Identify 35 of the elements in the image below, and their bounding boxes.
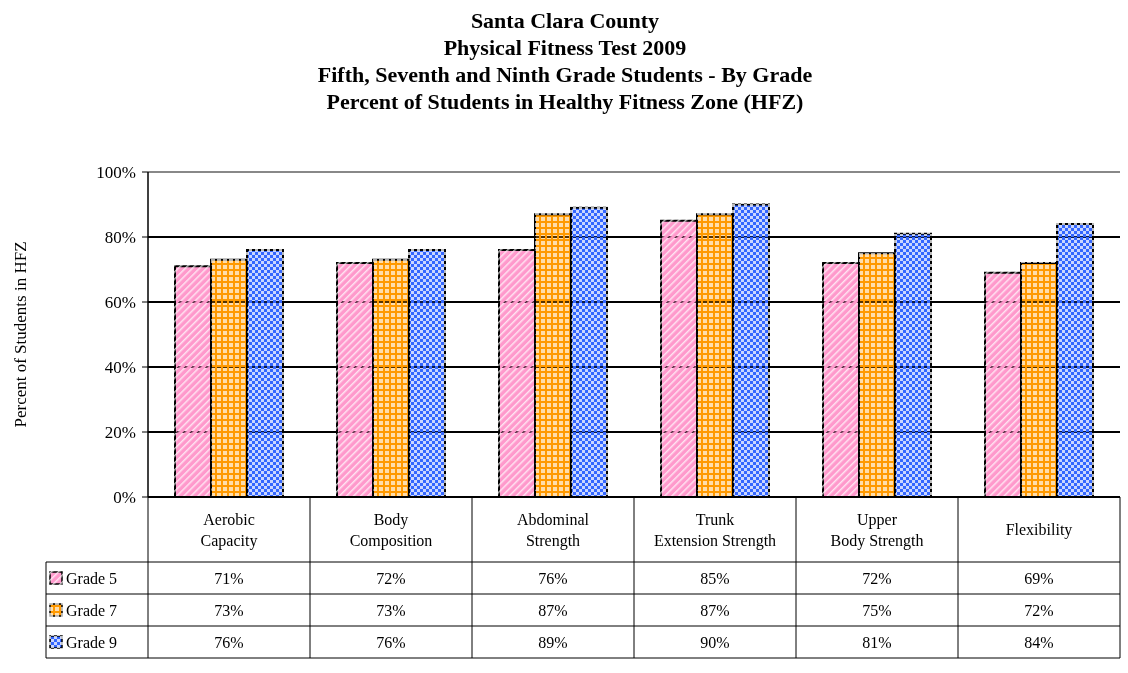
- data-label: 90%: [700, 633, 730, 651]
- data-label: 76%: [376, 633, 406, 651]
- x-tick-label: Upper Body Strength: [830, 510, 924, 550]
- data-label: 81%: [862, 633, 892, 651]
- data-label: 75%: [862, 601, 892, 619]
- x-tick-label: Body Composition: [349, 510, 433, 550]
- data-label: 71%: [214, 569, 244, 587]
- y-tick-label: 0%: [113, 487, 136, 507]
- data-label: 72%: [376, 569, 406, 587]
- y-tick-label: 40%: [104, 357, 136, 377]
- x-tick-label: Flexibility: [1005, 521, 1073, 540]
- data-label: 87%: [700, 601, 730, 619]
- data-label: 76%: [538, 569, 568, 587]
- data-label: 89%: [538, 633, 568, 651]
- data-label: 72%: [862, 569, 892, 587]
- chart-title: Santa Clara County Physical Fitness Test 2009 Fifth, Seventh and Ninth Grade Students - By Grade Percent of Students in Healthy Fitness Zone (HFZ): [317, 8, 813, 114]
- x-tick-label: Aerobic Capacity: [200, 510, 258, 550]
- data-label: 85%: [700, 569, 730, 587]
- y-tick-label: 60%: [104, 292, 136, 312]
- legend-label: Grade 7: [66, 601, 118, 619]
- data-label: 72%: [1024, 601, 1054, 619]
- data-label: 69%: [1024, 569, 1054, 587]
- x-tick-label: Trunk Extension Strength: [653, 510, 777, 550]
- data-label: 76%: [214, 633, 244, 651]
- y-tick-label: 80%: [104, 227, 136, 247]
- data-label: 84%: [1024, 633, 1054, 651]
- legend-label: Grade 5: [66, 569, 118, 587]
- y-tick-label: 20%: [104, 422, 136, 442]
- data-label: 73%: [376, 601, 406, 619]
- y-axis-title: Percent of Students in HFZ: [10, 241, 30, 428]
- data-label: 87%: [538, 601, 568, 619]
- y-tick-label: 100%: [96, 162, 136, 182]
- data-label: 73%: [214, 601, 244, 619]
- x-tick-label: Abdominal Strength: [517, 510, 590, 550]
- legend-label: Grade 9: [66, 633, 118, 651]
